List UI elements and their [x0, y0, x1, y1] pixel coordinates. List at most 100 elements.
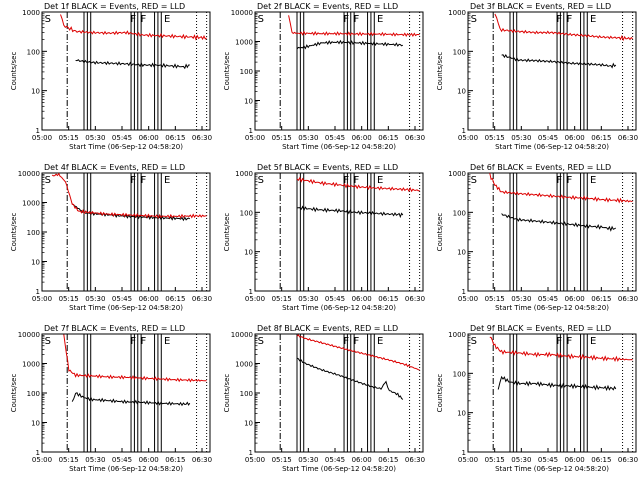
flag-label: F — [566, 336, 572, 347]
flag-label: E — [377, 175, 383, 186]
chart-panel-9: Det 9f BLACK = Events, RED = LLD 1 10 100 10… — [436, 324, 638, 473]
y-tick-label: 1000 — [22, 361, 40, 369]
x-tick-label: 05:45 — [538, 456, 558, 464]
x-tick-label: 06:30 — [618, 456, 638, 464]
series-line-lld — [51, 172, 207, 219]
x-tick-label: 05:00 — [32, 295, 52, 303]
y-tick-label: 1000 — [448, 170, 466, 178]
x-tick-label: 05:30 — [511, 134, 531, 142]
series-line-events — [296, 39, 404, 50]
x-tick-label: 05:45 — [112, 456, 132, 464]
y-tick-label: 10 — [31, 420, 40, 428]
y-tick-label: 100 — [453, 209, 466, 217]
panel-title: Det 4f BLACK = Events, RED = LLD — [44, 163, 185, 172]
x-tick-label: 06:00 — [565, 295, 585, 303]
y-tick-label: 10 — [457, 249, 466, 257]
x-tick-label: 06:00 — [352, 295, 372, 303]
x-axis-label: Start Time (06-Sep-12 04:58:20) — [282, 143, 396, 151]
y-tick-label: 1000 — [448, 331, 466, 339]
x-tick-label: 05:30 — [298, 295, 318, 303]
y-tick-label: 1 — [36, 449, 40, 457]
flag-label: F — [140, 14, 146, 25]
x-tick-label: 05:00 — [458, 295, 478, 303]
x-tick-label: 05:45 — [112, 295, 132, 303]
x-tick-label: 05:45 — [538, 134, 558, 142]
y-tick-label: 10000 — [231, 331, 253, 339]
chart-panel-4: Det 4f BLACK = Events, RED = LLD 1 10 100 10… — [10, 163, 212, 312]
x-tick-label: 05:15 — [59, 134, 79, 142]
series-line-lld — [288, 15, 420, 38]
x-tick-label: 06:30 — [405, 456, 425, 464]
y-tick-label: 10 — [457, 410, 466, 418]
x-axis-label: Start Time (06-Sep-12 04:58:20) — [282, 304, 396, 312]
x-tick-label: 05:00 — [458, 456, 478, 464]
flag-label: S — [45, 175, 51, 186]
x-tick-label: 06:30 — [618, 134, 638, 142]
flag-label: F — [130, 14, 136, 25]
y-tick-label: 100 — [453, 370, 466, 378]
y-tick-label: 1 — [36, 288, 40, 296]
y-axis-label: Counts/sec — [10, 52, 18, 91]
x-axis-label: Start Time (06-Sep-12 04:58:20) — [69, 143, 183, 151]
panel-title: Det 6f BLACK = Events, RED = LLD — [470, 163, 611, 172]
flag-label: E — [377, 336, 383, 347]
x-tick-label: 05:15 — [485, 134, 505, 142]
x-tick-label: 06:00 — [565, 134, 585, 142]
y-tick-label: 10 — [244, 249, 253, 257]
x-tick-label: 05:45 — [325, 456, 345, 464]
series-line-lld — [489, 173, 633, 204]
chart-panel-6: Det 6f BLACK = Events, RED = LLD 1 10 100 10… — [436, 163, 638, 312]
y-tick-label: 1 — [36, 127, 40, 135]
plot-frame — [254, 172, 424, 292]
x-tick-label: 06:00 — [139, 134, 159, 142]
series-line-events — [501, 54, 617, 69]
series-line-events — [296, 357, 404, 400]
x-tick-label: 06:30 — [192, 134, 212, 142]
y-axis-label: Counts/sec — [223, 213, 231, 252]
series-line-lld — [60, 14, 207, 41]
y-tick-label: 1000 — [22, 9, 40, 17]
plot-frame — [41, 11, 211, 131]
series-line-lld — [296, 176, 420, 193]
series-line-events — [296, 205, 404, 219]
x-tick-label: 06:15 — [378, 456, 398, 464]
x-axis-label: Start Time (06-Sep-12 04:58:20) — [495, 465, 609, 473]
flag-label: F — [353, 14, 359, 25]
x-tick-label: 05:30 — [298, 456, 318, 464]
flag-label: F — [130, 336, 136, 347]
y-tick-label: 1 — [249, 127, 253, 135]
flag-label: S — [45, 14, 51, 25]
flag-label: E — [590, 14, 596, 25]
y-axis-label: Counts/sec — [223, 52, 231, 91]
series-line-lld — [296, 334, 420, 371]
x-tick-label: 05:15 — [485, 295, 505, 303]
x-tick-label: 06:00 — [565, 456, 585, 464]
x-tick-label: 06:15 — [165, 295, 185, 303]
x-tick-label: 06:15 — [591, 134, 611, 142]
y-axis-label: Counts/sec — [436, 213, 444, 252]
chart-panel-1: Det 1f BLACK = Events, RED = LLD 1 10 100 10… — [10, 2, 212, 151]
x-tick-label: 06:15 — [378, 295, 398, 303]
chart-panel-8: Det 8f BLACK = Events, RED = LLD 1 10 100 10… — [223, 324, 425, 473]
x-tick-label: 06:15 — [165, 134, 185, 142]
x-tick-label: 05:30 — [85, 456, 105, 464]
y-tick-label: 100 — [27, 229, 40, 237]
flag-label: S — [45, 336, 51, 347]
panel-title: Det 5f BLACK = Events, RED = LLD — [257, 163, 398, 172]
x-tick-label: 05:45 — [538, 295, 558, 303]
x-axis-label: Start Time (06-Sep-12 04:58:20) — [495, 304, 609, 312]
x-tick-label: 06:15 — [165, 456, 185, 464]
y-tick-label: 1000 — [235, 361, 253, 369]
x-tick-label: 05:30 — [511, 295, 531, 303]
x-tick-label: 06:30 — [618, 295, 638, 303]
flag-label: S — [258, 14, 264, 25]
panel-title: Det 7f BLACK = Events, RED = LLD — [44, 324, 185, 333]
y-axis-label: Counts/sec — [10, 213, 18, 252]
x-tick-label: 05:30 — [298, 134, 318, 142]
x-tick-label: 05:15 — [59, 456, 79, 464]
flag-label: F — [353, 336, 359, 347]
flag-label: S — [471, 336, 477, 347]
flag-label: E — [164, 336, 170, 347]
chart-panel-3: Det 3f BLACK = Events, RED = LLD 1 10 100 10… — [436, 2, 638, 151]
